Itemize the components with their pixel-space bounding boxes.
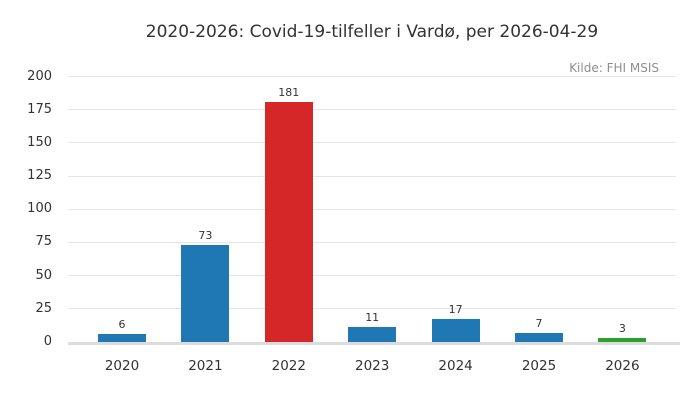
- x-tick-label-2022: 2022: [271, 358, 306, 374]
- y-tick-label-125: 125: [27, 168, 52, 184]
- x-tick-label-2026: 2026: [605, 358, 640, 374]
- bar-2021: [181, 245, 230, 342]
- bar-2026: [598, 338, 647, 342]
- gridline-50: [68, 275, 676, 277]
- gridline-75: [68, 241, 676, 243]
- bar-value-label-2022: 181: [278, 85, 300, 99]
- bar-value-label-2026: 3: [618, 322, 626, 336]
- bar-value-label-2020: 6: [118, 318, 126, 332]
- gridline-200: [68, 76, 676, 77]
- bar-value-label-2024: 17: [448, 303, 463, 317]
- y-tick-label-75: 75: [35, 234, 52, 250]
- bar-value-label-2023: 11: [365, 311, 380, 325]
- x-tick-label-2021: 2021: [188, 358, 223, 374]
- y-tick-label-25: 25: [35, 300, 52, 316]
- y-tick-label-50: 50: [35, 267, 52, 283]
- y-tick-label-200: 200: [27, 68, 52, 84]
- bar-2024: [431, 319, 480, 342]
- y-tick-label-150: 150: [27, 134, 52, 150]
- gridline-125: [68, 175, 676, 177]
- x-tick-label-2023: 2023: [355, 358, 390, 374]
- y-tick-label-0: 0: [43, 334, 52, 349]
- gridline-25: [68, 308, 676, 310]
- y-tick-label-175: 175: [27, 101, 52, 117]
- gridline-150: [68, 142, 676, 144]
- bar-2022: [264, 101, 313, 342]
- source-note: Kilde: FHI MSIS: [569, 61, 659, 75]
- gridline-175: [68, 109, 676, 111]
- chart-title: 2020-2026: Covid-19-tilfeller i Vardø, p…: [145, 22, 599, 42]
- x-tick-label-2024: 2024: [438, 358, 473, 374]
- x-tick-label-2025: 2025: [521, 358, 557, 374]
- bar-value-label-2025: 7: [535, 316, 543, 330]
- bar-2020: [98, 334, 146, 342]
- bar-2023: [348, 327, 397, 342]
- bar-value-label-2021: 73: [198, 229, 213, 243]
- gridline-100: [68, 208, 676, 210]
- bar-2025: [515, 332, 563, 342]
- x-axis-baseline: [68, 342, 680, 345]
- x-tick-label-2020: 2020: [104, 358, 140, 374]
- y-tick-label-100: 100: [27, 201, 52, 217]
